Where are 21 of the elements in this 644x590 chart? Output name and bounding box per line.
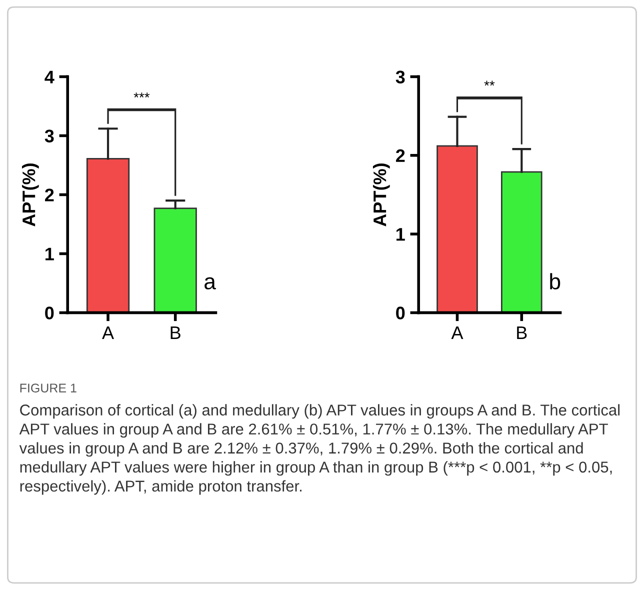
y-tick-label: 0 xyxy=(45,306,54,320)
y-tick-label: 2 xyxy=(396,149,405,162)
y-axis-title: APT(%) xyxy=(22,164,39,226)
caption: FIGURE 1 xyxy=(20,384,76,392)
x-tick-label: B xyxy=(170,326,180,339)
y-tick-label: 2 xyxy=(45,188,54,202)
y-tick-label: 3 xyxy=(44,130,54,142)
annotation: ** xyxy=(484,80,495,86)
y-tick-label: 3 xyxy=(396,70,405,84)
x-tick-label: B xyxy=(517,326,527,339)
y-tick-label: 0 xyxy=(396,306,405,320)
annotation: a xyxy=(204,277,216,290)
x-tick-label: A xyxy=(451,326,464,339)
text: Comparison of cortical (a) and medullary (b) APT values in groups A and B. The cortical APT values in group A and B are 2.61% ± 0.51%, 1.77% ± 0.13%. The medullary APT values in group A and B are 2.12% ± 0.37%, 1.79% ± 0.29%. Both the cortical and medullary APT values were higher in group A than in group B (***p < 0.001, **p < 0.05, respectively). APT, amide proton transfer. xyxy=(19,404,620,495)
y-tick-label: 4 xyxy=(44,70,54,84)
annotation: *** xyxy=(134,92,150,98)
y-tick-label: 1 xyxy=(46,248,54,260)
x-tick-label: A xyxy=(102,326,114,339)
y-tick-label: 1 xyxy=(396,228,405,241)
annotation: b xyxy=(550,273,560,290)
y-axis-title: APT(%) xyxy=(372,164,390,226)
